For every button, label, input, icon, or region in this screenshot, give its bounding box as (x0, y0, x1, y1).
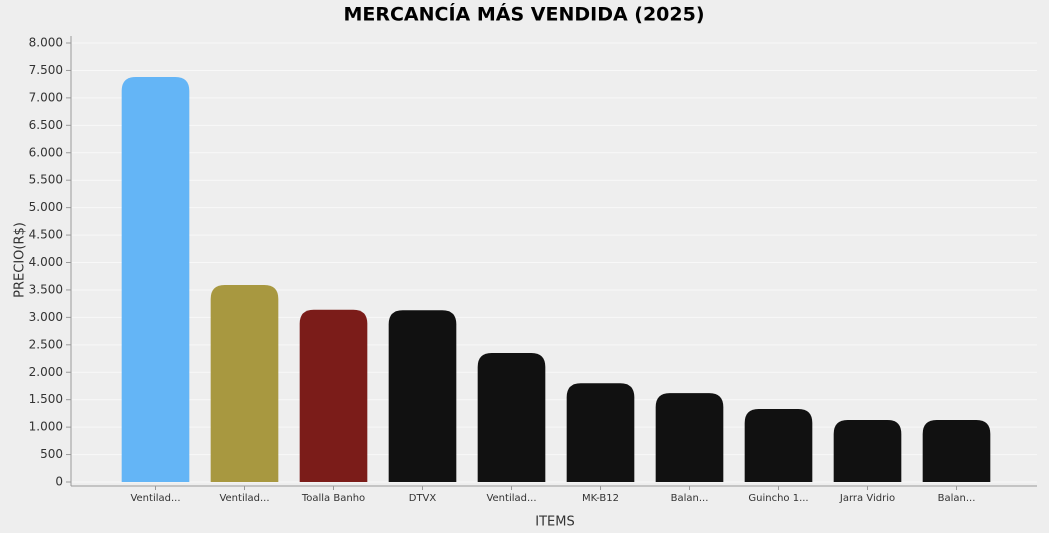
y-tick-label: 0 (55, 475, 63, 489)
y-tick-label: 6.500 (29, 118, 63, 132)
y-tick-label: 5.000 (29, 200, 63, 214)
x-tick-label: Toalla Banho (301, 493, 365, 504)
bar (833, 419, 902, 482)
bar (744, 409, 813, 482)
x-tick-label: Ventilad... (130, 493, 180, 504)
bar (655, 393, 724, 482)
y-tick-label: 3.500 (29, 282, 63, 296)
x-tick-label: MK-B12 (582, 493, 619, 504)
bar (210, 284, 279, 482)
y-tick-label: 6.000 (29, 145, 63, 159)
y-tick-label: 2.500 (29, 337, 63, 351)
bar (299, 309, 368, 482)
x-axis-label: ITEMS (535, 515, 574, 530)
x-tick-label: Balan... (938, 493, 976, 504)
bar (388, 310, 457, 482)
bar (121, 77, 190, 483)
chart-title: MERCANCÍA MÁS VENDIDA (2025) (343, 3, 704, 26)
y-tick-label: 4.000 (29, 255, 63, 269)
y-tick-label: 1.500 (29, 392, 63, 406)
y-axis-label: PRECIO(R$) (13, 222, 28, 298)
bar (566, 383, 635, 482)
y-tick-label: 1.000 (29, 420, 63, 434)
x-tick-label: Jarra Vidrio (839, 493, 895, 504)
y-tick-label: 4.500 (29, 228, 63, 242)
x-tick-label: Ventilad... (219, 493, 269, 504)
y-tick-label: 7.000 (29, 90, 63, 104)
y-tick-label: 5.500 (29, 173, 63, 187)
bar (477, 353, 546, 482)
x-tick-label: Balan... (671, 493, 709, 504)
x-tick-label: DTVX (409, 493, 437, 504)
y-tick-label: 500 (40, 447, 63, 461)
x-tick-label: Guincho 1... (748, 493, 808, 504)
y-tick-label: 8.000 (29, 36, 63, 50)
y-tick-label: 7.500 (29, 63, 63, 77)
x-tick-label: Ventilad... (486, 493, 536, 504)
y-tick-label: 3.000 (29, 310, 63, 324)
y-tick-label: 2.000 (29, 365, 63, 379)
bar (922, 419, 991, 482)
